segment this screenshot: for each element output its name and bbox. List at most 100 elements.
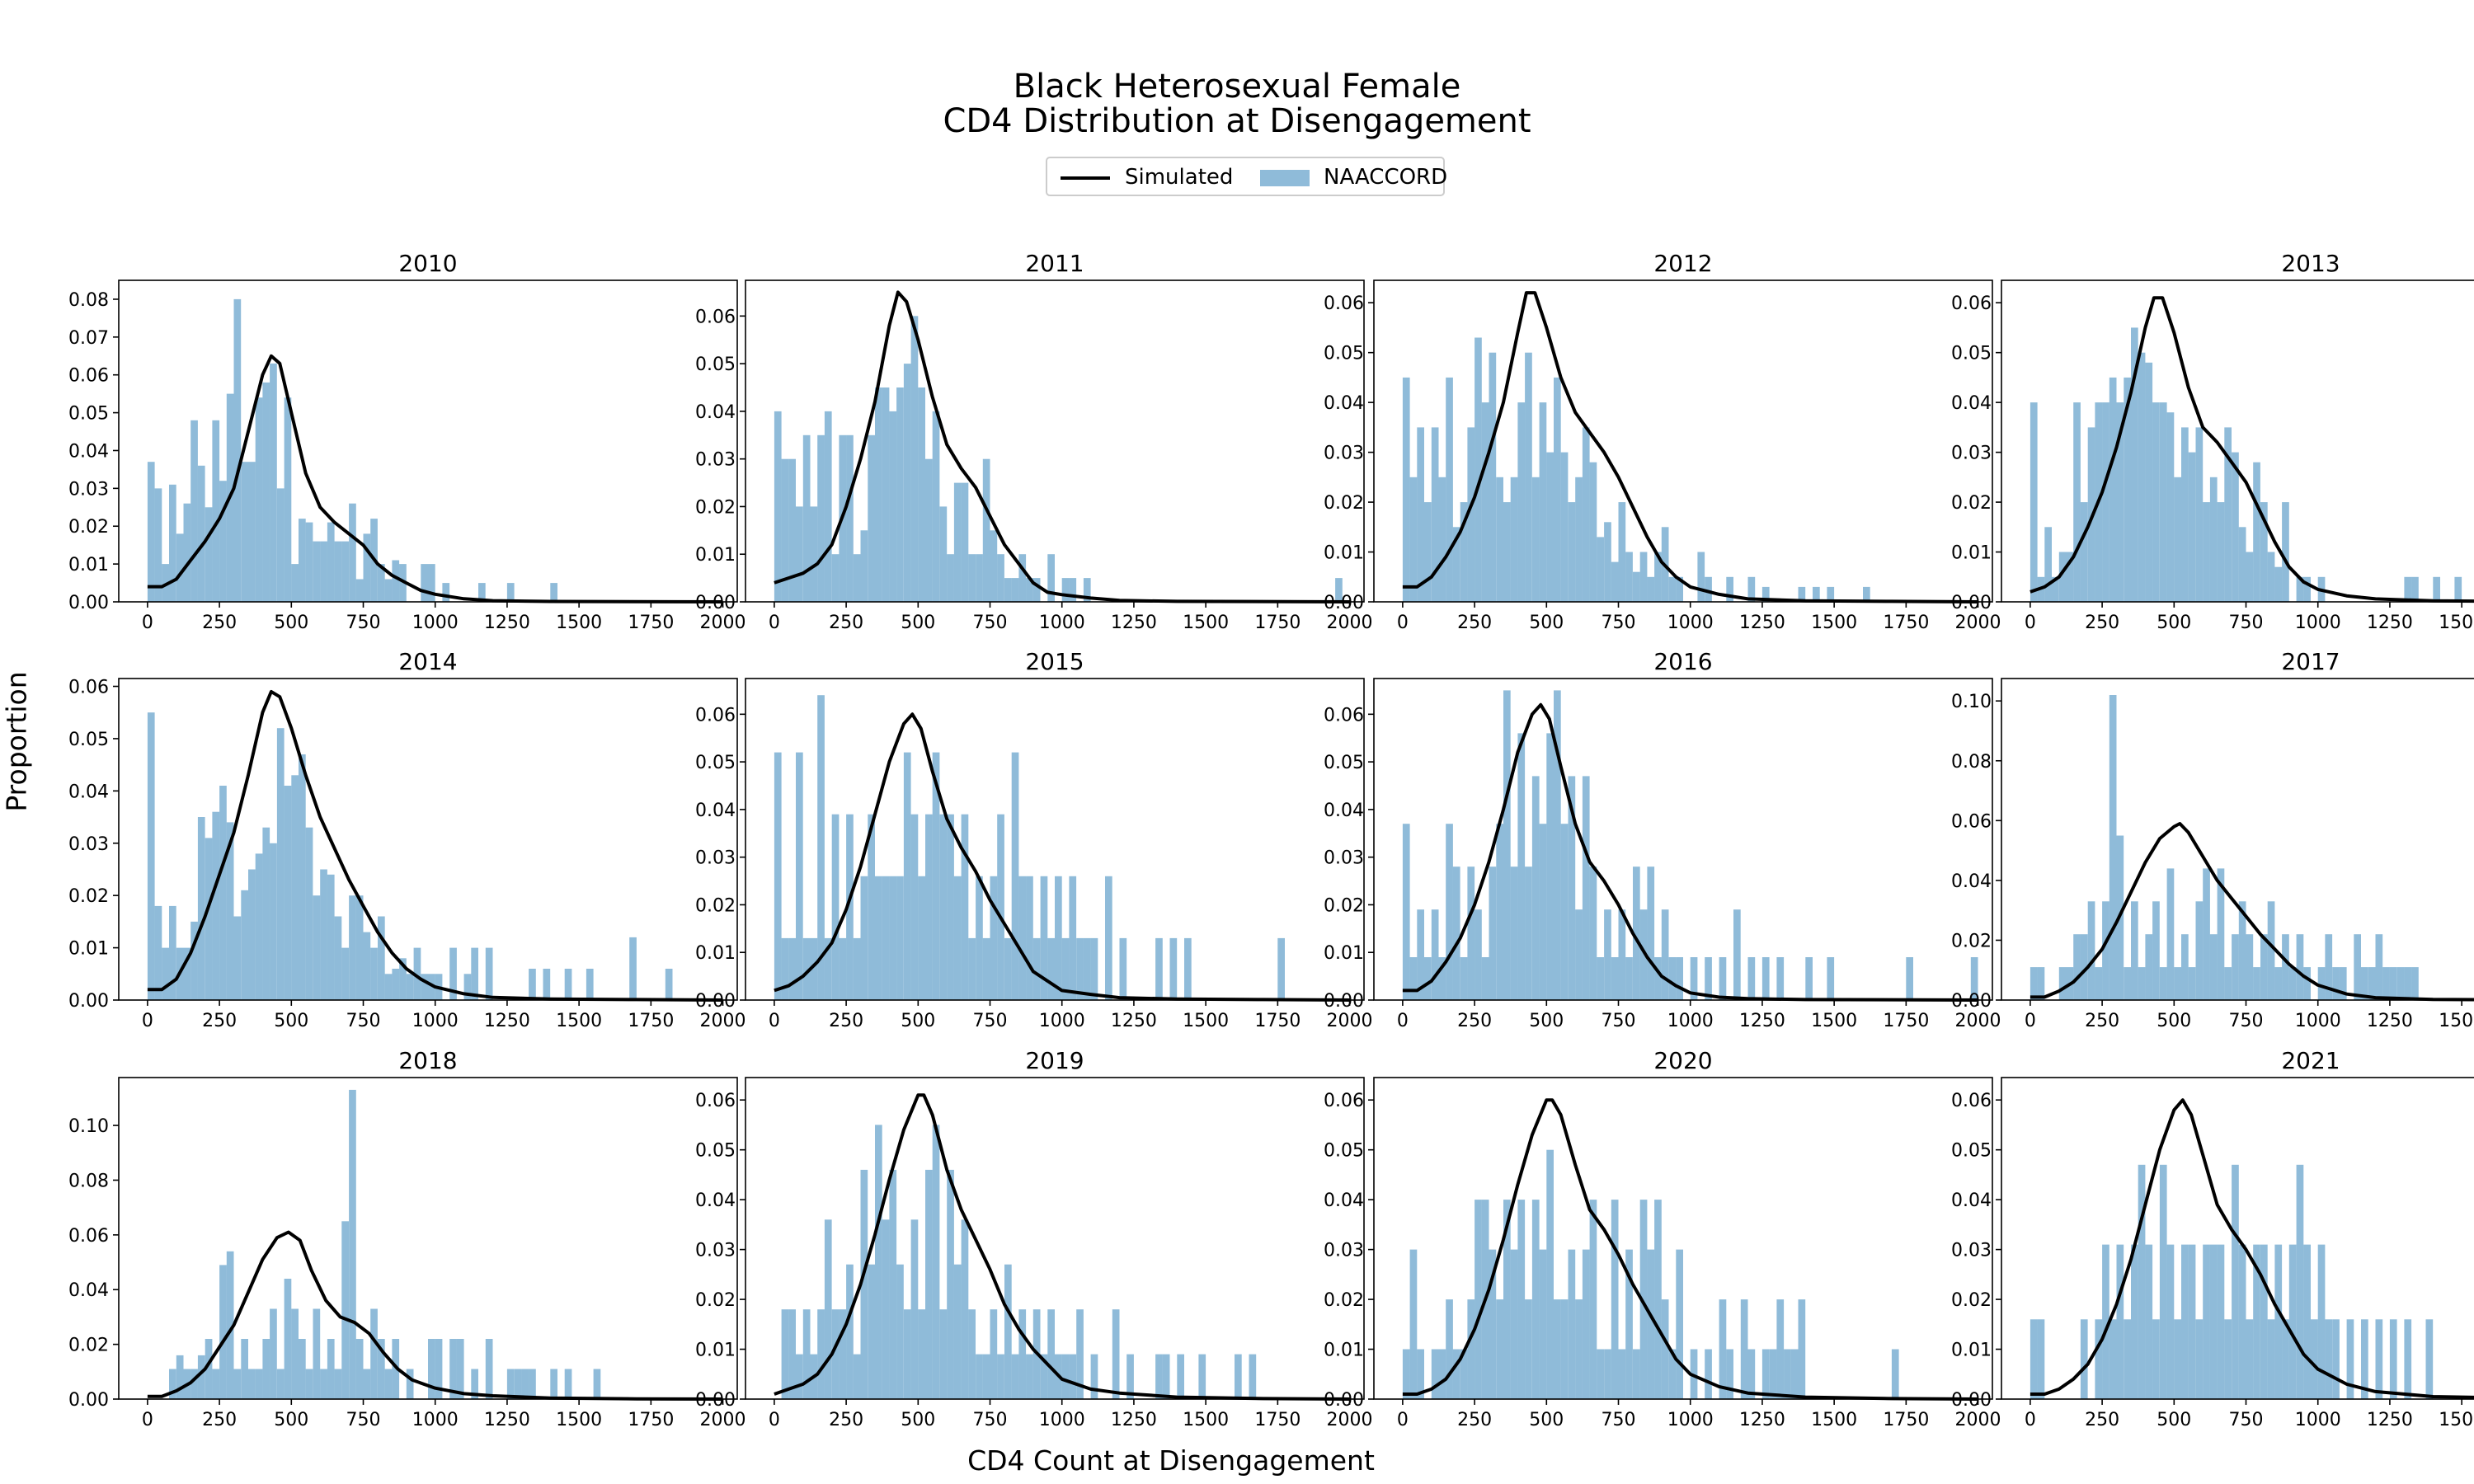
y-tick-label: 0.03 [1324,1241,1364,1261]
hist-bar [1061,937,1070,1000]
y-tick-label: 0.07 [68,328,109,349]
hist-bar [918,1309,925,1399]
hist-bar [2260,934,2268,1000]
hist-bar [997,1354,1004,1399]
hist-bar [2145,934,2153,1000]
hist-bar [918,876,925,1000]
x-tick-label: 250 [1457,1011,1492,1031]
hist-bar [1510,1249,1518,1399]
hist-bar [2296,934,2304,1000]
hist-bar [2030,967,2038,1000]
x-tick-label: 1000 [2295,1011,2341,1031]
x-tick-label: 250 [2085,1011,2119,1031]
hist-bar [2109,1319,2117,1399]
x-tick-label: 250 [2085,613,2119,633]
x-tick-label: 1500 [556,1011,602,1031]
hist-bar [2274,967,2283,1000]
hist-bar [896,876,904,1000]
hist-bar [1827,586,1835,602]
hist-bar [176,1355,184,1399]
hist-bar [241,890,248,1000]
hist-bar [1452,527,1460,602]
panel-2011: 0 250 500 750 1000 1250 1500 1750 20000.000.010.… [695,250,1373,633]
hist-bar [1335,578,1343,602]
hist-bar [802,1309,811,1399]
hist-bar [1604,909,1611,1000]
x-tick-label: 2000 [1955,1410,2001,1430]
hist-bar [529,969,536,1000]
x-tick-label: 250 [829,1410,863,1430]
hist-bar [2095,1319,2103,1399]
y-tick-label: 0.04 [1324,801,1364,821]
hist-bar [1805,957,1813,1000]
hist-bar [875,387,882,602]
y-tick-label: 0.06 [1324,705,1364,726]
hist-bar [896,1264,904,1399]
x-tick-label: 500 [2157,613,2191,633]
hist-bar [1417,1349,1424,1399]
hist-bar [154,488,162,602]
hist-bar [2209,477,2218,602]
hist-bar [1647,866,1655,1000]
hist-bar [1776,1299,1785,1399]
hist-bar [1446,824,1453,1000]
hist-bar [1618,1349,1626,1399]
hist-bar [255,397,263,602]
hist-bar [1676,576,1683,602]
hist-bar [284,786,292,1000]
hist-bar [2217,868,2225,1000]
hist-bar [1625,1249,1633,1399]
hist-bar [1235,1354,1242,1399]
hist-bar [968,554,976,602]
x-tick-label: 750 [2229,1011,2264,1031]
hist-bar [2267,1319,2275,1399]
x-tick-label: 0 [769,1011,780,1031]
hist-bar [2332,967,2340,1000]
hist-bar [1503,690,1511,1000]
y-tick-label: 0.04 [1324,393,1364,414]
hist-bar [1539,1249,1547,1399]
x-tick-label: 250 [1457,613,1492,633]
hist-bar [882,387,890,602]
hist-bar [831,554,840,602]
simulated-curve [2030,296,2474,603]
hist-bar [1069,1354,1077,1399]
x-tick-label: 1750 [1883,613,1929,633]
simulated-curve [2030,1098,2474,1399]
hist-bar [406,1369,414,1399]
y-tick-label: 0.01 [1324,943,1364,964]
y-tick-label: 0.02 [1951,1290,1992,1311]
x-tick-label: 750 [2229,613,2264,633]
hist-bar [1489,866,1497,1000]
hist-bar [2109,377,2117,602]
axes-frame [2001,678,2474,1001]
hist-bar [1546,1149,1554,1399]
hist-bar [1568,776,1576,1000]
hist-bar [1011,1354,1019,1399]
hist-bar [1611,561,1619,602]
hist-bar [875,1125,882,1399]
hist-bar [2138,352,2146,602]
hist-bar [1112,1309,1120,1399]
hist-bar [1654,552,1662,602]
y-tick-label: 0.01 [68,555,109,575]
y-tick-label: 0.02 [1324,1290,1364,1311]
hist-bar [1639,909,1648,1000]
hist-bar [1625,957,1633,1000]
hist-bar [2404,576,2412,602]
hist-bar [1105,876,1112,1000]
y-tick-label: 0.08 [1951,752,1992,773]
hist-bar [1277,937,1285,1000]
hist-bar [968,1309,976,1399]
x-tick-label: 1000 [1667,1011,1714,1031]
x-tick-label: 750 [973,613,1008,633]
y-tick-label: 0.02 [68,1336,109,1356]
hist-bar [2296,1164,2304,1399]
hist-bar [2382,967,2390,1000]
hist-bar [291,564,299,602]
hist-bar [334,541,342,602]
y-tick-label: 0.00 [695,593,736,613]
hist-bar [529,1369,536,1399]
hist-bar [1690,957,1698,1000]
hist-bar [2361,967,2368,1000]
